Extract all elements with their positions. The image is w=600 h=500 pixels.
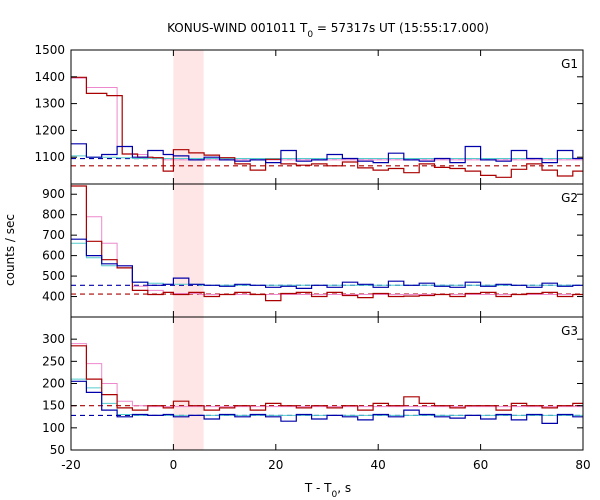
series-blue-g2 bbox=[71, 238, 583, 289]
highlight-band-g3 bbox=[173, 317, 204, 450]
series-red-g1 bbox=[71, 76, 583, 178]
y-tick-label-g2: 600 bbox=[42, 249, 65, 263]
series-blue-g3 bbox=[71, 380, 583, 424]
series-layer bbox=[71, 76, 583, 424]
panel-label-g3: G3 bbox=[561, 324, 578, 338]
y-tick-label-g2: 500 bbox=[42, 269, 65, 283]
y-tick-label-g2: 800 bbox=[42, 208, 65, 222]
y-tick-label-g3: 150 bbox=[42, 399, 65, 413]
series-cyan-g2 bbox=[71, 242, 583, 286]
panel-frame-g3 bbox=[70, 316, 584, 451]
x-tick-label: -20 bbox=[61, 458, 81, 472]
series-blue-g1 bbox=[71, 143, 583, 164]
x-axis-label-prefix: T - T bbox=[304, 481, 332, 495]
y-tick-label-g1: 1300 bbox=[34, 97, 65, 111]
y-tick-label-g2: 400 bbox=[42, 290, 65, 304]
series-red-g3 bbox=[71, 345, 583, 411]
y-tick-label-g2: 900 bbox=[42, 187, 65, 201]
y-tick-label-g3: 100 bbox=[42, 421, 65, 435]
x-axis-label-suffix: , s bbox=[337, 481, 351, 495]
y-tick-label-g3: 200 bbox=[42, 377, 65, 391]
x-axis-label-sub: 0 bbox=[332, 490, 338, 500]
y-tick-label-g1: 1200 bbox=[34, 123, 65, 137]
chart-title-suffix: = 57317s UT (15:55:17.000) bbox=[313, 21, 489, 35]
highlight-band-layer bbox=[173, 50, 204, 450]
panel-label-g1: G1 bbox=[561, 57, 578, 71]
series-pink-g1 bbox=[71, 77, 583, 161]
x-tick-label: 20 bbox=[268, 458, 283, 472]
y-tick-label-g3: 300 bbox=[42, 332, 65, 346]
panel-label-g2: G2 bbox=[561, 191, 578, 205]
x-axis-label: T - T0, s bbox=[304, 481, 351, 500]
highlight-band-g2 bbox=[173, 184, 204, 317]
y-tick-label-g3: 50 bbox=[50, 443, 65, 457]
x-tick-label: 40 bbox=[371, 458, 386, 472]
y-tick-label-g1: 1100 bbox=[34, 150, 65, 164]
y-tick-label-g1: 1500 bbox=[34, 43, 65, 57]
y-axis-label: counts / sec bbox=[3, 214, 17, 286]
y-tick-label-g2: 700 bbox=[42, 228, 65, 242]
series-cyan-g3 bbox=[71, 378, 583, 416]
y-tick-label-g3: 250 bbox=[42, 354, 65, 368]
x-tick-label: 0 bbox=[170, 458, 178, 472]
series-red-g2 bbox=[71, 185, 583, 302]
x-tick-label: 80 bbox=[575, 458, 590, 472]
series-pink-g2 bbox=[71, 185, 583, 295]
series-pink-g3 bbox=[71, 343, 583, 408]
chart-title-sub: 0 bbox=[307, 30, 313, 40]
frame-layer: 11001200130014001500G1400500600700800900… bbox=[34, 43, 590, 472]
y-tick-label-g1: 1400 bbox=[34, 70, 65, 84]
chart-title: KONUS-WIND 001011 T0 = 57317s UT (15:55:… bbox=[167, 21, 489, 40]
x-tick-label: 60 bbox=[473, 458, 488, 472]
highlight-band-g1 bbox=[173, 50, 204, 184]
chart-title-prefix: KONUS-WIND 001011 T bbox=[167, 21, 308, 35]
